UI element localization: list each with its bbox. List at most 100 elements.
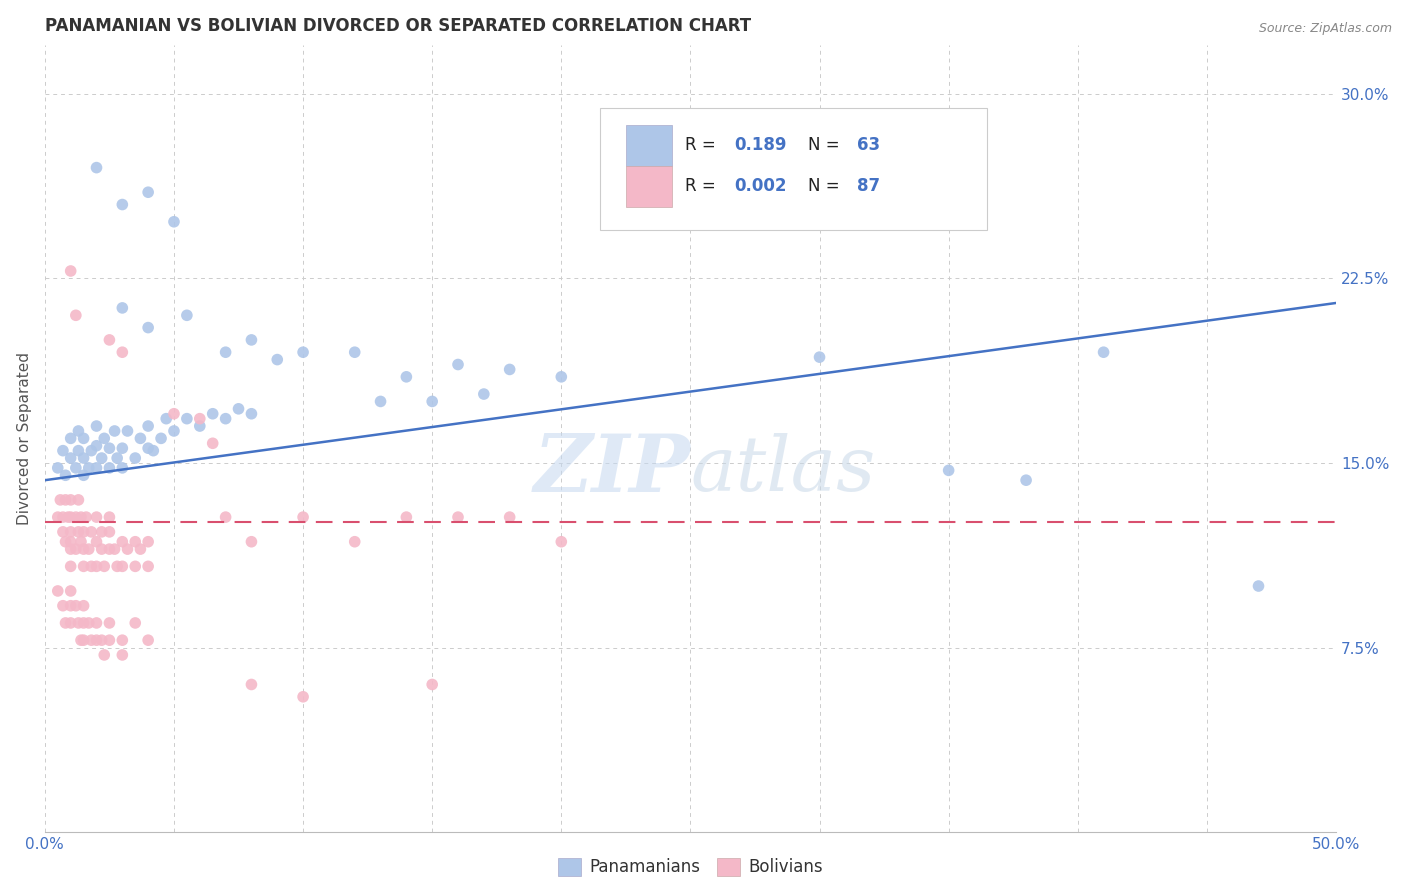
Point [56,510,79,524]
Point [59,599,82,613]
Point [72,431,94,445]
Point [98,524,121,539]
Point [65,461,87,475]
Point [93,648,115,662]
Point [343,345,366,359]
Point [98,461,121,475]
Point [65,308,87,322]
Point [201,436,224,450]
Text: 0.002: 0.002 [734,178,787,195]
Point [117,542,139,557]
Point [550,534,572,549]
Point [1092,345,1115,359]
Point [52,510,75,524]
Point [395,369,418,384]
Point [292,345,315,359]
Point [86,510,108,524]
Point [59,510,82,524]
Point [93,431,115,445]
Text: PANAMANIAN VS BOLIVIAN DIVORCED OR SEPARATED CORRELATION CHART: PANAMANIAN VS BOLIVIAN DIVORCED OR SEPAR… [45,17,751,35]
Point [163,215,186,229]
Point [59,559,82,574]
Point [240,534,263,549]
Legend: Panamanians, Bolivians: Panamanians, Bolivians [551,851,830,883]
Point [72,542,94,557]
FancyBboxPatch shape [626,125,672,166]
Text: N =: N = [808,136,839,154]
Point [201,407,224,421]
Point [86,615,108,630]
Point [136,534,159,549]
Point [938,463,960,477]
Point [98,542,121,557]
Text: R =: R = [685,136,716,154]
Point [447,358,470,372]
Point [70,534,93,549]
Point [90,633,112,648]
Point [67,615,90,630]
Point [93,559,115,574]
Point [292,690,315,704]
FancyBboxPatch shape [600,108,987,229]
Point [124,615,146,630]
Point [98,510,121,524]
Point [103,424,125,438]
Point [52,443,75,458]
Text: ZIP: ZIP [533,431,690,508]
Point [188,419,211,434]
Point [72,633,94,648]
Point [59,584,82,599]
Point [90,524,112,539]
Point [46,584,69,599]
Point [111,301,134,315]
Point [59,431,82,445]
Point [228,401,250,416]
Text: 0.189: 0.189 [734,136,787,154]
Point [343,534,366,549]
Point [117,424,139,438]
Point [75,510,97,524]
Point [214,411,236,425]
Text: R =: R = [685,178,716,195]
Point [55,492,77,507]
Point [240,333,263,347]
Point [77,461,100,475]
Point [498,362,520,376]
Point [46,461,69,475]
Point [77,615,100,630]
Point [55,615,77,630]
Point [240,407,263,421]
Point [52,599,75,613]
Point [111,559,134,574]
Point [72,599,94,613]
Point [111,534,134,549]
Point [98,441,121,455]
Point [498,510,520,524]
Point [59,615,82,630]
Point [72,451,94,466]
Point [86,419,108,434]
Point [77,542,100,557]
Point [136,320,159,334]
Point [86,534,108,549]
Point [80,633,103,648]
Point [86,559,108,574]
Point [111,648,134,662]
Point [420,394,443,409]
Point [67,424,90,438]
Point [105,451,128,466]
Point [124,559,146,574]
Point [142,443,165,458]
Text: 63: 63 [858,136,880,154]
Point [550,369,572,384]
Point [80,524,103,539]
Point [472,387,495,401]
Point [111,461,134,475]
Point [90,542,112,557]
Point [150,431,173,445]
Point [129,542,152,557]
Point [370,394,392,409]
Y-axis label: Divorced or Separated: Divorced or Separated [17,351,32,524]
Point [59,542,82,557]
Point [136,559,159,574]
